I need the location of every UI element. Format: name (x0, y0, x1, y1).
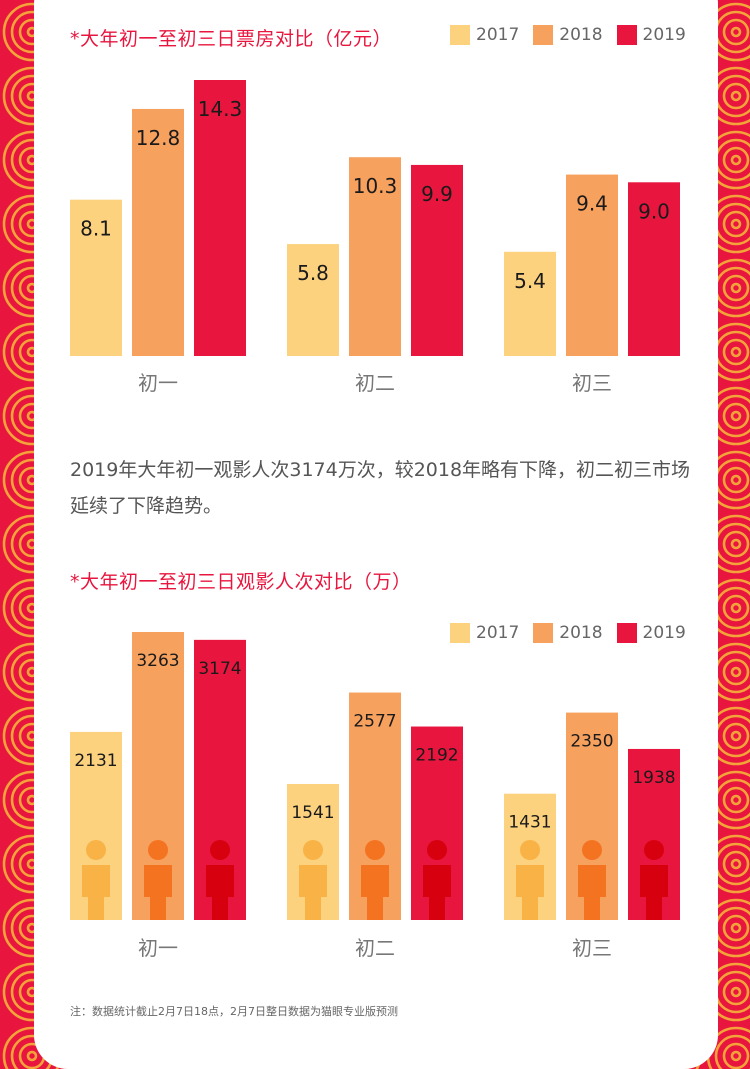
data-label: 2192 (415, 746, 458, 766)
data-label: 1431 (508, 813, 551, 833)
category-label: 初三 (572, 936, 612, 960)
legend-label: 2019 (642, 25, 686, 45)
chart2-legend: 2017 2018 2019 (436, 623, 686, 643)
person-icon (206, 840, 234, 920)
person-icon (640, 840, 668, 920)
person-icon (82, 840, 110, 920)
chart1-legend: 2017 2018 2019 (436, 25, 686, 45)
legend-item-2019: 2019 (616, 623, 686, 643)
legend-swatch (450, 623, 470, 643)
data-label: 12.8 (136, 126, 181, 150)
data-label: 5.8 (297, 261, 329, 285)
data-label: 1938 (632, 768, 675, 788)
chart2-title: *大年初一至初三日观影人次对比（万） (70, 571, 412, 593)
legend-label: 2018 (559, 623, 603, 643)
legend-swatch (616, 623, 637, 643)
data-label: 2131 (74, 751, 117, 771)
bar-2017-0 (70, 199, 122, 356)
person-icon (516, 840, 544, 920)
legend-label: 2019 (642, 623, 686, 643)
category-label: 初一 (138, 371, 178, 395)
data-label: 9.4 (576, 192, 608, 216)
category-label: 初二 (355, 371, 395, 395)
legend-swatch (533, 25, 554, 45)
data-label: 9.0 (638, 199, 670, 223)
chart1-title: *大年初一至初三日票房对比（亿元） (70, 28, 393, 50)
person-icon (144, 840, 172, 920)
legend-swatch (450, 25, 470, 45)
admissions-chart: 2131 3263 3174 初一 1541 2577 2192 初二 1431 2350 1938… (70, 632, 680, 960)
legend-label: 2018 (559, 25, 603, 45)
data-label: 10.3 (353, 174, 398, 198)
data-label: 9.9 (421, 182, 453, 206)
bar-2019-0 (194, 80, 246, 356)
data-label: 3263 (136, 651, 179, 671)
data-label: 14.3 (198, 97, 243, 121)
legend-swatch (533, 623, 554, 643)
data-label: 1541 (291, 803, 334, 823)
category-label: 初一 (138, 936, 178, 960)
legend-item-2018: 2018 (533, 25, 603, 45)
footnote: 注：数据统计截止2月7日18点，2月7日整日数据为猫眼专业版预测 (70, 1005, 398, 1018)
bar-2018-2 (566, 174, 618, 356)
data-label: 2577 (353, 712, 396, 732)
legend-item-2017: 2017 (450, 623, 519, 643)
legend-item-2017: 2017 (450, 25, 519, 45)
category-label: 初二 (355, 936, 395, 960)
summary-paragraph: 2019年大年初一观影人次3174万次，较2018年略有下降，初二初三市场延续了… (70, 459, 691, 517)
data-label: 2350 (570, 732, 613, 752)
legend-item-2018: 2018 (533, 623, 603, 643)
bar-2017-2 (504, 251, 556, 356)
legend-label: 2017 (476, 623, 520, 643)
bar-2019-2 (628, 182, 680, 356)
person-icon (299, 840, 327, 920)
bar-2018-1 (349, 157, 401, 356)
data-label: 3174 (198, 659, 241, 679)
data-label: 5.4 (514, 269, 546, 293)
bar-2019-1 (411, 164, 463, 356)
legend-label: 2017 (476, 25, 520, 45)
box-office-chart: 8.1 12.8 14.3 初一 5.8 10.3 9.9 初二 5.4 9.4 9.0 初三 (70, 80, 680, 395)
bar-2017-1 (287, 244, 339, 356)
data-label: 8.1 (80, 217, 112, 241)
person-icon (423, 840, 451, 920)
legend-swatch (616, 25, 637, 45)
person-icon (578, 840, 606, 920)
person-icon (361, 840, 389, 920)
category-label: 初三 (572, 371, 612, 395)
bar-2018-0 (132, 108, 184, 356)
legend-item-2019: 2019 (616, 25, 686, 45)
